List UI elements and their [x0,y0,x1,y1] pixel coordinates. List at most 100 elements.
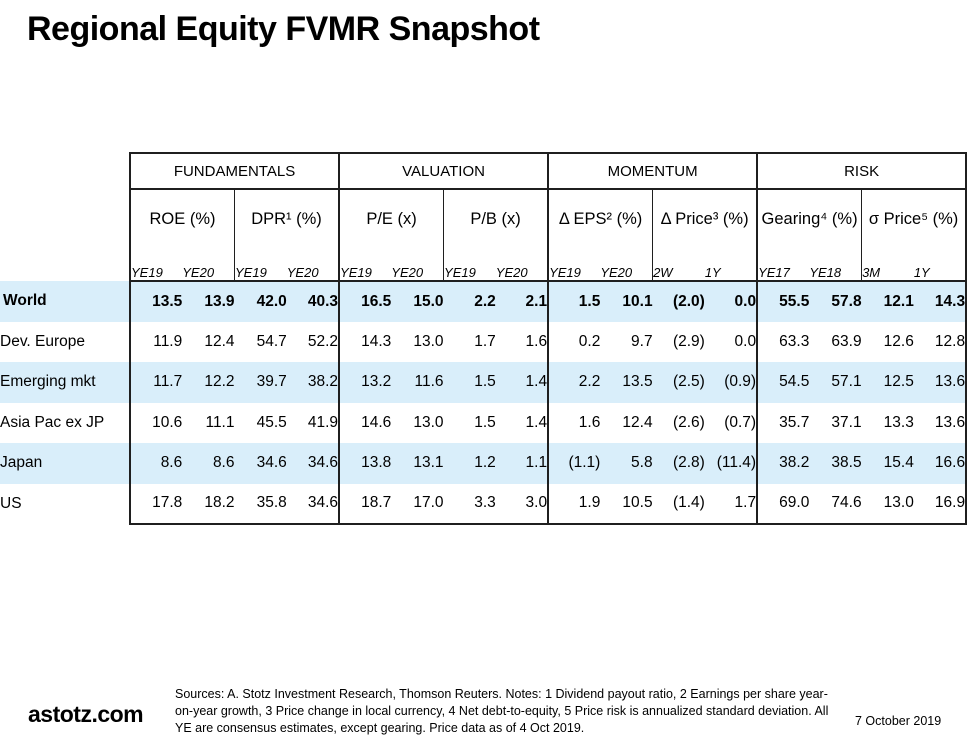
value-cell: 0.0 [704,321,759,362]
value-cell: 1.6 [495,321,550,362]
value-cell: 14.3 [361,332,392,350]
unit-header: YE20 [286,249,341,282]
value-cell: 13.5 [130,281,183,322]
value-cell: 11.7 [130,362,183,403]
value-cell: 41.9 [286,402,341,443]
value-cell: 13.0 [413,413,444,431]
value-cell: 12.8 [913,321,968,362]
subheader-gearing: Gearing⁴ (%) [757,189,863,249]
brand-logo: astotz.com [28,701,144,727]
value-cell: 13.0 [413,332,444,350]
value-cell: 12.2 [182,362,235,403]
column-group-momentum: MOMENTUM [548,152,759,190]
value-cell: 11.6 [391,362,444,403]
value-cell: 40.3 [286,281,341,322]
value-cell: 12.4 [622,413,653,431]
row-label: Dev. Europe [0,321,131,362]
table-row-us: US 17.8 18.2 35.8 34.6 18.7 17.0 3.3 3.0… [0,483,968,525]
value-cell: 57.1 [809,362,862,403]
subgroup-header-row: ROE (%) DPR¹ (%) P/E (x) P/B (x) Δ EPS² … [0,189,968,249]
value-cell: 38.2 [757,443,810,484]
value-cell: 63.3 [779,332,810,350]
row-label: Japan [0,443,131,484]
value-cell: 10.1 [600,281,653,322]
value-cell: 14.6 [361,413,392,431]
value-cell: 0.2 [578,332,601,350]
subheader-roe: ROE (%) [130,189,235,249]
value-cell: 1.5 [474,413,496,431]
subheader-eps: Δ EPS² (%) [548,189,654,249]
fvmr-table: FUNDAMENTALS VALUATION MOMENTUM RISK ROE… [0,152,968,525]
unit-header: YE20 [182,249,236,282]
value-cell: 1.4 [495,402,550,443]
unit-header: YE17 [757,249,810,282]
value-cell: 74.6 [809,483,862,525]
value-cell: 13.2 [339,362,392,403]
value-cell: 12.5 [861,362,914,403]
value-cell: 34.6 [286,483,341,525]
value-cell: 1.5 [548,281,601,322]
value-cell: 9.7 [631,332,653,350]
value-cell: 10.5 [600,483,653,525]
page-title: Regional Equity FVMR Snapshot [27,10,540,48]
value-cell: 54.5 [757,362,810,403]
value-cell: 39.7 [234,362,287,403]
value-cell: (2.6) [672,413,705,431]
sources-note: Sources: A. Stotz Investment Research, T… [175,687,829,735]
value-cell: 63.9 [831,332,862,350]
value-cell: 3.0 [495,483,550,525]
value-cell: 8.6 [130,443,183,484]
table-row-world: World 13.5 13.9 42.0 40.3 16.5 15.0 2.2 … [0,281,968,322]
subheader-price-change: Δ Price³ (%) [652,189,759,249]
table-row-japan: Japan 8.6 8.6 34.6 34.6 13.8 13.1 1.2 1.… [0,443,968,484]
value-cell: 38.5 [809,443,862,484]
value-cell: 13.3 [883,413,914,431]
value-cell: 1.2 [443,443,496,484]
value-cell: 16.6 [913,443,968,484]
unit-header: 2W [652,249,705,282]
value-cell: 8.6 [182,443,235,484]
value-cell: (0.9) [704,362,759,403]
subheader-sigma-price: σ Price⁵ (%) [861,189,968,249]
table-row-asia-pac-ex-jp: Asia Pac ex JP 10.6 11.1 45.5 41.9 14.6 … [0,402,968,443]
unit-header: YE18 [809,249,863,282]
value-cell: 11.1 [205,413,235,431]
unit-header: 3M [861,249,914,282]
value-cell: 2.1 [495,281,550,322]
value-cell: 11.9 [153,332,183,350]
row-label: Asia Pac ex JP [0,402,131,443]
unit-header: YE19 [130,249,183,282]
group-header-row: FUNDAMENTALS VALUATION MOMENTUM RISK [0,152,968,281]
value-cell: (2.5) [652,362,705,403]
value-cell: 38.2 [286,362,341,403]
value-cell: 35.8 [234,483,287,525]
value-cell: 2.2 [443,281,496,322]
value-cell: 45.5 [256,413,287,431]
value-cell: 69.0 [757,483,810,525]
value-cell: 1.7 [704,483,759,525]
row-label: World [0,281,131,322]
value-cell: 17.0 [391,483,444,525]
value-cell: 12.1 [861,281,914,322]
value-cell: 1.7 [474,332,496,350]
unit-header: YE19 [339,249,392,282]
value-cell: 13.6 [913,362,968,403]
value-cell: 1.4 [495,362,550,403]
column-group-fundamentals: FUNDAMENTALS [130,152,341,190]
value-cell: 34.6 [234,443,287,484]
value-cell: 35.7 [779,413,810,431]
value-cell: 13.1 [391,443,444,484]
value-cell: 17.8 [130,483,183,525]
row-label: US [0,483,131,524]
value-cell: 3.3 [443,483,496,525]
value-cell: 16.9 [913,483,968,525]
value-cell: (2.0) [652,281,705,322]
value-cell: 5.8 [600,443,653,484]
label-column-header [0,153,131,281]
value-cell: 54.7 [256,332,287,350]
value-cell: 12.4 [204,332,235,350]
value-cell: 52.2 [286,321,341,362]
value-cell: 34.6 [286,443,341,484]
table-row-emerging-mkt: Emerging mkt 11.7 12.2 39.7 38.2 13.2 11… [0,362,968,403]
